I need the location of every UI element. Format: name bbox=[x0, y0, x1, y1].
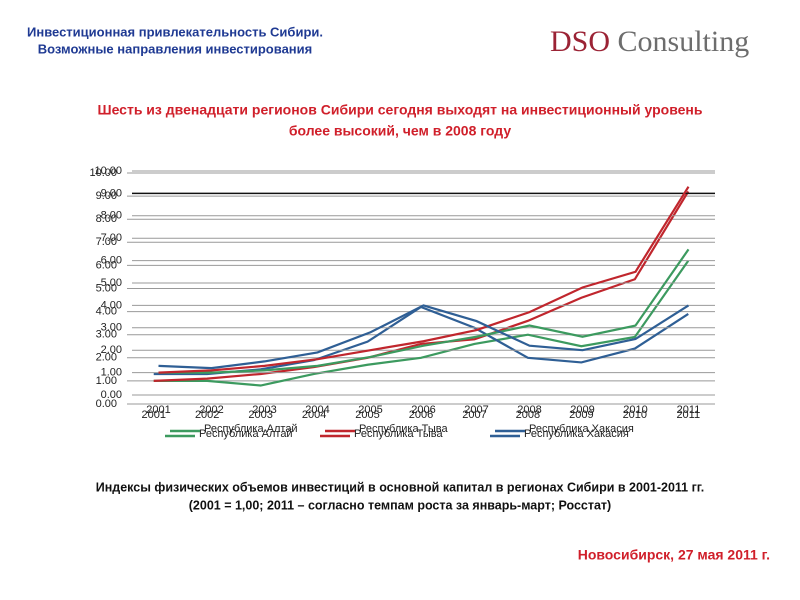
x-tick-label: 2002 bbox=[199, 404, 223, 416]
chart: 0.00 1.00 2.00 3.00 4.00 5.00 6.00 7.00 8.00 9.00… bbox=[89, 167, 715, 440]
y-tick-label: 5.00 bbox=[101, 277, 122, 289]
legend-label: Республика Хакасия bbox=[529, 423, 634, 435]
y-tick-label: 0.00 bbox=[101, 389, 122, 401]
header-line: Возможные направления инвестирования bbox=[38, 41, 312, 56]
x-tick-label: 2001 bbox=[146, 404, 170, 416]
caption: Индексы физических объемов инвестиций в … bbox=[96, 480, 704, 494]
chart: 0.00 1.00 2.00 3.00 4.00 5.00 6.00 7.00 8.00 9.00… bbox=[94, 165, 715, 435]
x-tick-label: 2010 bbox=[623, 404, 647, 416]
x-tick-label: 2005 bbox=[355, 409, 379, 421]
legend-label: Республика Алтай bbox=[204, 423, 298, 435]
logo-name: Consulting bbox=[618, 25, 750, 58]
y-tick-label: 8.00 bbox=[101, 210, 122, 222]
y-tick-label: 2.00 bbox=[101, 344, 122, 356]
x-tick-label: 2002 bbox=[195, 409, 219, 421]
x-tick-label: 2009 bbox=[569, 409, 593, 421]
series-line bbox=[158, 186, 690, 374]
footer: Новосибирск, 27 мая 2011 г. bbox=[578, 547, 770, 563]
x-tick-label: 2001 bbox=[141, 409, 165, 421]
y-tick-label: 8.00 bbox=[96, 213, 117, 225]
y-tick-label: 3.00 bbox=[101, 322, 122, 334]
logo: DSO Consulting bbox=[550, 25, 749, 58]
y-tick-label: 10.00 bbox=[89, 167, 117, 179]
series-line bbox=[153, 260, 690, 387]
series-line bbox=[158, 248, 690, 374]
headline: более высокий, чем в 2008 году bbox=[289, 123, 511, 139]
legend-label: Республика Хакасия bbox=[524, 428, 629, 440]
headline: Шесть из двенадцати регионов Сибири сего… bbox=[98, 102, 703, 118]
x-tick-label: 2004 bbox=[302, 409, 326, 421]
y-tick-label: 3.00 bbox=[96, 329, 117, 341]
x-tick-label: 2007 bbox=[464, 404, 488, 416]
x-tick-label: 2006 bbox=[411, 404, 435, 416]
legend-label: Республика Тыва bbox=[359, 423, 449, 435]
series-line bbox=[153, 190, 690, 382]
x-tick-label: 2003 bbox=[248, 409, 272, 421]
y-tick-label: 4.00 bbox=[101, 299, 122, 311]
y-tick-label: 9.00 bbox=[101, 187, 122, 199]
y-tick-label: 6.00 bbox=[96, 259, 117, 271]
legend-label: Республика Алтай bbox=[199, 428, 293, 440]
y-tick-label: 1.00 bbox=[101, 367, 122, 379]
logo-brand: DSO bbox=[550, 25, 610, 58]
y-tick-label: 6.00 bbox=[101, 255, 122, 267]
x-tick-label: 2007 bbox=[462, 409, 486, 421]
y-tick-label: 7.00 bbox=[101, 232, 122, 244]
y-tick-label: 9.00 bbox=[96, 190, 117, 202]
x-tick-label: 2008 bbox=[517, 404, 541, 416]
y-tick-label: 0.00 bbox=[96, 398, 117, 410]
x-tick-label: 2010 bbox=[623, 409, 647, 421]
x-tick-label: 2011 bbox=[676, 409, 700, 421]
caption: (2001 = 1,00; 2011 – согласно темпам рос… bbox=[189, 498, 611, 512]
x-tick-label: 2009 bbox=[570, 404, 594, 416]
x-tick-label: 2003 bbox=[252, 404, 276, 416]
y-tick-label: 5.00 bbox=[96, 282, 117, 294]
header-line: Инвестиционная привлекательность Сибири. bbox=[27, 24, 323, 39]
x-tick-label: 2006 bbox=[409, 409, 433, 421]
y-tick-label: 1.00 bbox=[96, 375, 117, 387]
y-tick-label: 2.00 bbox=[96, 352, 117, 364]
x-tick-label: 2008 bbox=[516, 409, 540, 421]
charts: 0.00 1.00 2.00 3.00 4.00 5.00 6.00 7.00 8.00 9.00… bbox=[89, 165, 715, 440]
y-tick-label: 7.00 bbox=[96, 236, 117, 248]
x-tick-label: 2011 bbox=[677, 404, 701, 416]
y-tick-label: 10.00 bbox=[94, 165, 122, 177]
legend-label: Республика Тыва bbox=[354, 428, 444, 440]
x-tick-label: 2005 bbox=[358, 404, 382, 416]
y-tick-label: 4.00 bbox=[96, 306, 117, 318]
series-line bbox=[158, 304, 690, 370]
x-tick-label: 2004 bbox=[305, 404, 329, 416]
